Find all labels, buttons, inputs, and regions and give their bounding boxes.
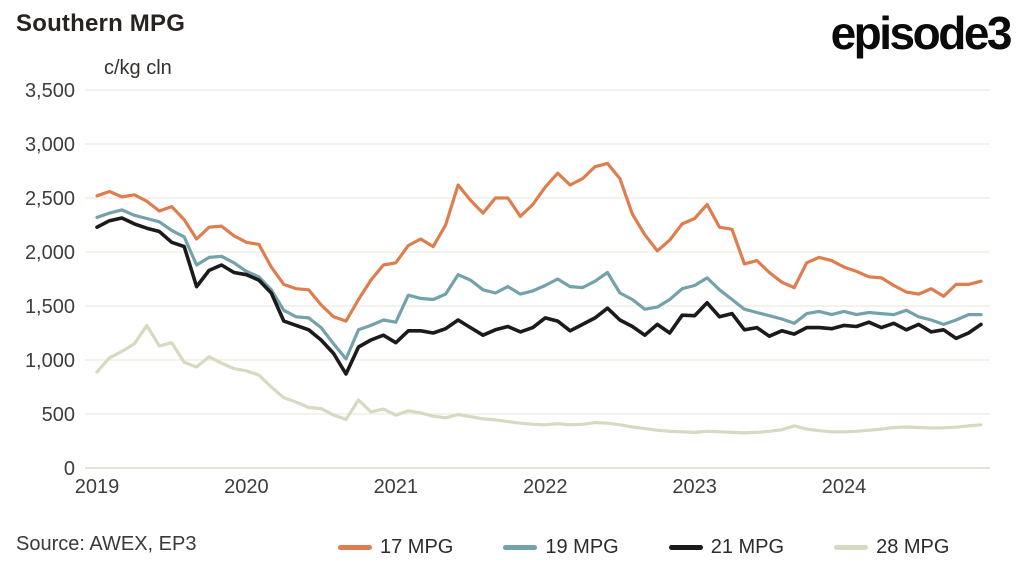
x-axis-tick-label: 2020 bbox=[224, 476, 269, 498]
x-axis-tick-label: 2019 bbox=[75, 476, 120, 498]
legend-swatch bbox=[668, 545, 703, 550]
series-line-19-mpg bbox=[95, 208, 983, 361]
y-axis-tick-label: 3,500 bbox=[25, 80, 75, 102]
y-axis-tick-label: 2,500 bbox=[25, 188, 75, 210]
series-line-17-mpg bbox=[95, 161, 983, 323]
y-axis-tick-label: 2,000 bbox=[25, 242, 75, 264]
legend-item-21-mpg: 21 MPG bbox=[668, 536, 785, 559]
x-axis-tick-label: 2024 bbox=[822, 476, 867, 498]
legend-swatch bbox=[338, 545, 372, 550]
legend-label: 21 MPG bbox=[710, 536, 785, 558]
series-line-28-mpg bbox=[95, 323, 983, 435]
legend-item-17-mpg: 17 MPG bbox=[338, 536, 453, 559]
legend-item-19-mpg: 19 MPG bbox=[503, 536, 619, 559]
y-axis-tick-label: 1,500 bbox=[25, 296, 75, 318]
series-line-21-mpg bbox=[95, 216, 983, 376]
chart-legend: 17 MPG 19 MPG 21 MPG 28 MPG bbox=[338, 536, 949, 559]
legend-label: 19 MPG bbox=[545, 536, 619, 558]
x-axis-tick-label: 2022 bbox=[523, 476, 568, 498]
brand-logo: episode3 bbox=[830, 7, 1013, 59]
y-axis-tick-label: 0 bbox=[64, 458, 75, 480]
source-note: Source: AWEX, EP3 bbox=[16, 533, 197, 555]
y-axis-unit-label: c/kg cln bbox=[104, 57, 172, 79]
legend-item-28-mpg: 28 MPG bbox=[834, 536, 949, 559]
legend-swatch bbox=[834, 545, 869, 550]
legend-swatch bbox=[503, 545, 538, 550]
y-axis-tick-label: 3,000 bbox=[25, 134, 75, 156]
legend-label: 17 MPG bbox=[380, 536, 454, 558]
legend-label: 28 MPG bbox=[876, 536, 950, 558]
y-axis-tick-label: 500 bbox=[42, 404, 75, 426]
chart-title: Southern MPG bbox=[16, 10, 186, 37]
x-axis-tick-label: 2021 bbox=[374, 476, 419, 498]
x-axis-tick-label: 2023 bbox=[672, 476, 717, 498]
y-axis-tick-label: 1,000 bbox=[25, 350, 75, 372]
